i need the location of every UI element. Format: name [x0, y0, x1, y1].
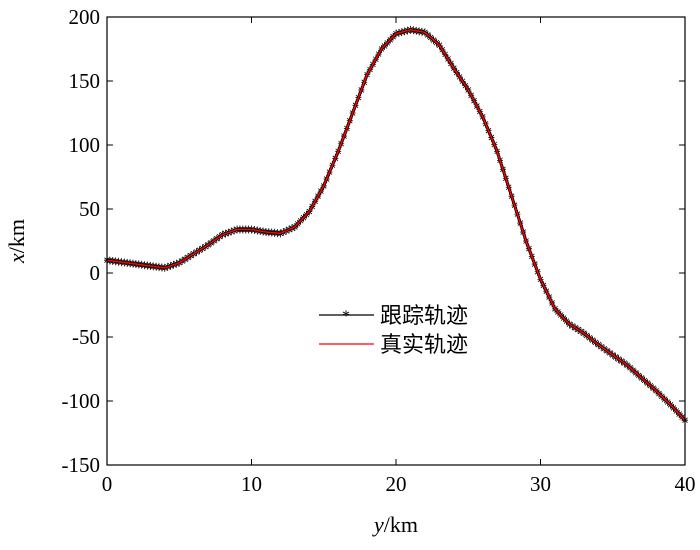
series-tracking-line	[106, 28, 687, 422]
legend-marker-tracking: *	[342, 308, 350, 325]
y-tick-label: -150	[62, 453, 101, 477]
x-axis-label: y/km	[372, 512, 418, 537]
y-tick-label: 100	[69, 133, 101, 157]
legend-label-tracking: 跟踪轨迹	[380, 303, 468, 328]
y-tick-label: 150	[69, 69, 101, 93]
y-tick-label: 50	[79, 197, 100, 221]
legend-label-true: 真实轨迹	[380, 332, 468, 357]
y-tick-label: -100	[62, 389, 101, 413]
x-tick-label: 40	[675, 472, 696, 496]
legend: * 跟踪轨迹 真实轨迹	[319, 303, 468, 357]
x-tick-label: 30	[530, 472, 551, 496]
x-tick-label: 0	[102, 472, 113, 496]
plot-frame	[106, 16, 686, 466]
x-tick-label: 10	[241, 472, 262, 496]
y-tick-label: 0	[90, 261, 101, 285]
y-tick-label: 200	[69, 5, 101, 29]
x-tick-label: 20	[386, 472, 407, 496]
y-tick-label: -50	[72, 325, 100, 349]
series-true-line	[106, 29, 686, 421]
y-axis-label: x/km	[4, 219, 29, 264]
